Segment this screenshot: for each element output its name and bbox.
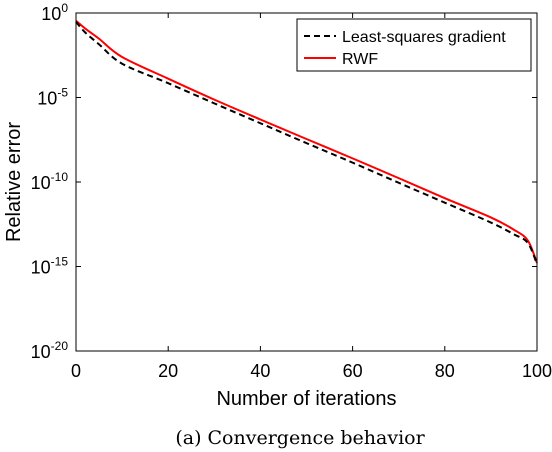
y-axis-title: Relative error xyxy=(3,122,25,242)
x-tick-label: 60 xyxy=(343,361,363,381)
figure-caption: (a) Convergence behavior xyxy=(175,427,425,449)
legend-label-rwf: RWF xyxy=(342,51,378,68)
y-tick-base: 10 xyxy=(31,258,51,278)
x-ticks: 0 20 40 60 80 100 xyxy=(71,13,552,381)
x-tick-label: 80 xyxy=(435,361,455,381)
x-tick-label: 0 xyxy=(71,361,81,381)
y-tick-exponent: -10 xyxy=(51,170,69,184)
legend-box xyxy=(296,18,532,72)
x-tick-label: 40 xyxy=(250,361,270,381)
y-tick-exponent: 0 xyxy=(61,1,68,15)
y-tick-base: 10 xyxy=(31,342,51,362)
x-axis-title: Number of iterations xyxy=(216,388,396,410)
y-tick-base: 10 xyxy=(37,89,57,109)
series-layer xyxy=(75,19,538,265)
y-tick-exponent: -15 xyxy=(51,255,69,269)
y-tick-label: 100 xyxy=(41,1,68,24)
y-tick-base: 10 xyxy=(31,173,51,193)
x-tick-label: 20 xyxy=(158,361,178,381)
y-tick-exponent: -5 xyxy=(57,86,68,100)
series-line-rwf xyxy=(75,19,538,264)
series-line-least-squares-gradient xyxy=(75,21,538,265)
y-tick-label: 10-5 xyxy=(37,86,68,109)
x-tick-label: 100 xyxy=(522,361,552,381)
y-tick-label: 10-20 xyxy=(31,339,69,362)
y-tick-label: 10-10 xyxy=(31,170,69,193)
y-tick-base: 10 xyxy=(41,4,61,24)
legend-label-least-squares-gradient: Least-squares gradient xyxy=(342,29,506,46)
legend: Least-squares gradient RWF xyxy=(296,18,532,72)
y-tick-exponent: -20 xyxy=(51,339,69,353)
y-tick-label: 10-15 xyxy=(31,255,69,278)
